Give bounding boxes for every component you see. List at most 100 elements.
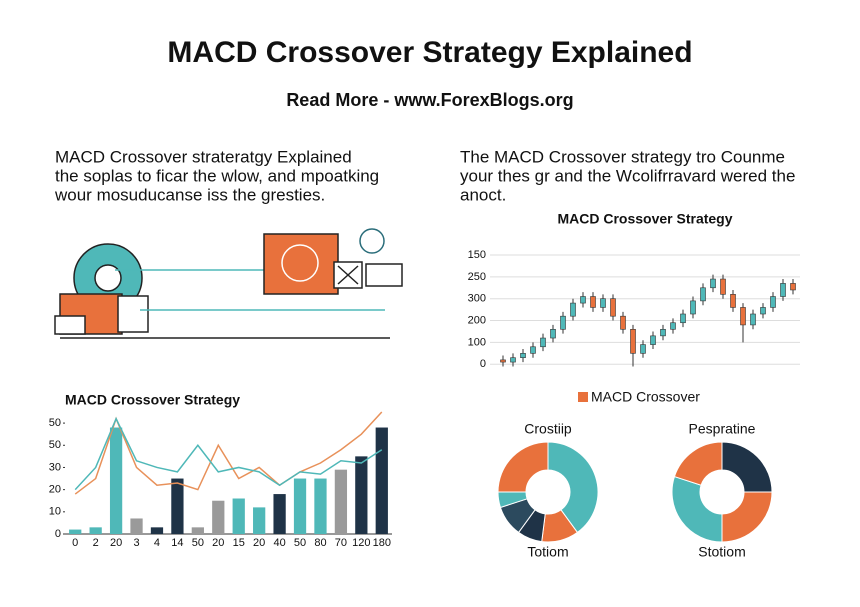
x-tick-label: 0 bbox=[72, 537, 78, 549]
x-tick-label: 20 bbox=[110, 537, 122, 549]
bar bbox=[191, 527, 204, 534]
left-text: the soplas to ficar the wlow, and mpoatk… bbox=[55, 166, 379, 185]
legend-label: MACD Crossover bbox=[591, 389, 700, 405]
right-text: anoct. bbox=[460, 185, 506, 204]
candle-body bbox=[650, 335, 656, 345]
candle-body bbox=[640, 344, 646, 354]
x-tick-label: 80 bbox=[314, 537, 326, 549]
bar bbox=[355, 456, 368, 534]
bar bbox=[130, 518, 143, 534]
bar bbox=[171, 478, 184, 534]
bar bbox=[89, 527, 102, 534]
candle-body bbox=[500, 359, 506, 363]
candle-body bbox=[550, 328, 556, 339]
pie-label: Totiom bbox=[527, 544, 568, 560]
right-text: your thes gr and the Wcolifrravard wered… bbox=[460, 166, 795, 185]
illustration bbox=[54, 228, 403, 339]
bar bbox=[334, 469, 348, 534]
bar bbox=[375, 427, 388, 534]
candle-body bbox=[660, 328, 666, 337]
legend-swatch bbox=[578, 392, 588, 402]
candle-body bbox=[600, 298, 606, 308]
chart-title: MACD Crossover Strategy bbox=[65, 392, 240, 408]
candle-body bbox=[520, 353, 526, 359]
x-tick-label: 3 bbox=[133, 537, 139, 549]
x-tick-label: 50 bbox=[192, 537, 204, 549]
candle-body bbox=[790, 283, 796, 291]
candle-body bbox=[590, 296, 596, 308]
pie-title: Crostiip bbox=[524, 421, 572, 437]
chart-title: MACD Crossover Strategy bbox=[557, 211, 732, 227]
x-tick-label: 20 bbox=[212, 537, 224, 549]
candle-body bbox=[770, 296, 776, 308]
line bbox=[74, 411, 383, 495]
candle-body bbox=[680, 313, 686, 324]
bar bbox=[293, 478, 307, 534]
y-tick-label: 300 bbox=[468, 293, 486, 305]
candle-body bbox=[530, 346, 536, 354]
pie-label: Stotiom bbox=[698, 544, 745, 560]
y-tick-label: 0 bbox=[480, 358, 486, 370]
candle-body bbox=[740, 307, 746, 326]
x-tick-label: 14 bbox=[171, 537, 183, 549]
x-tick-label: 120 bbox=[352, 537, 370, 549]
y-tick-label: 0 bbox=[55, 528, 61, 540]
bar bbox=[109, 427, 123, 534]
bar bbox=[273, 494, 286, 534]
candle-body bbox=[780, 283, 786, 297]
donut-slice bbox=[721, 441, 773, 493]
y-tick-label: 100 bbox=[468, 336, 486, 348]
bar bbox=[232, 498, 245, 534]
bar bbox=[253, 507, 266, 534]
candle-body bbox=[750, 313, 756, 326]
bar bbox=[69, 529, 82, 534]
y-tick-label: 150 bbox=[468, 249, 486, 261]
x-tick-label: 70 bbox=[335, 537, 347, 549]
title: MACD Crossover Strategy Explained bbox=[167, 36, 692, 69]
bar bbox=[314, 478, 327, 534]
candle-body bbox=[510, 357, 516, 363]
candle-body bbox=[690, 300, 696, 315]
candle-body bbox=[560, 315, 566, 330]
candle-body bbox=[730, 294, 736, 308]
y-tick-label: 30 bbox=[49, 461, 61, 473]
y-tick-label: 250 bbox=[468, 271, 486, 283]
donut-slice bbox=[547, 441, 599, 534]
line bbox=[74, 416, 383, 491]
donut-slice bbox=[721, 491, 773, 543]
bar bbox=[150, 527, 164, 534]
left-text: wour mosuducanse iss the gresties. bbox=[54, 185, 325, 204]
x-tick-label: 4 bbox=[154, 537, 160, 549]
left-text: MACD Crossover strateratgy Explained bbox=[55, 147, 352, 166]
candle-body bbox=[710, 278, 716, 289]
y-tick-label: 200 bbox=[468, 314, 486, 326]
donut-slice bbox=[671, 475, 723, 543]
candle-body bbox=[620, 315, 626, 330]
bar bbox=[212, 500, 225, 534]
candle-body bbox=[670, 322, 676, 330]
y-tick-label: 50 bbox=[49, 417, 61, 429]
candle-body bbox=[580, 296, 586, 304]
subtitle: Read More - www.ForexBlogs.org bbox=[286, 90, 573, 110]
candle-body bbox=[630, 328, 636, 354]
y-tick-label: 10 bbox=[49, 506, 61, 518]
candle-body bbox=[570, 302, 576, 317]
donut-slice bbox=[673, 441, 723, 486]
y-tick-label: 20 bbox=[49, 484, 61, 496]
x-tick-label: 50 bbox=[294, 537, 306, 549]
candle-body bbox=[760, 307, 766, 315]
x-tick-label: 20 bbox=[253, 537, 265, 549]
x-tick-label: 180 bbox=[373, 537, 391, 549]
candle-body bbox=[610, 298, 616, 317]
right-text: The MACD Crossover strategy tro Counme bbox=[460, 147, 785, 166]
pie-title: Pespratine bbox=[689, 421, 756, 437]
x-tick-label: 40 bbox=[273, 537, 285, 549]
candle-body bbox=[540, 337, 546, 348]
x-tick-label: 2 bbox=[93, 537, 99, 549]
donut-slice bbox=[497, 441, 549, 493]
candle-body bbox=[700, 287, 706, 302]
y-tick-label: 50 bbox=[49, 439, 61, 451]
x-tick-label: 15 bbox=[233, 537, 245, 549]
candle-body bbox=[720, 278, 726, 295]
